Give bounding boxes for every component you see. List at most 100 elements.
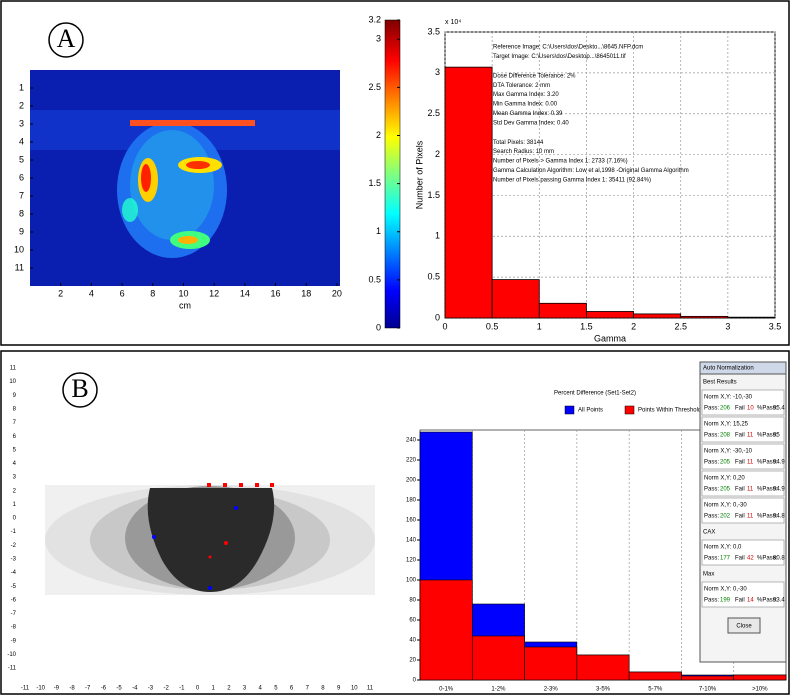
y-tick-label: 2 — [19, 100, 24, 110]
y-tick-label: 0 — [435, 312, 440, 322]
y-tick-label: -1 — [11, 529, 17, 535]
entry-norm: Norm X,Y: 0,0 — [704, 545, 742, 551]
plot-area — [444, 31, 776, 319]
entry-norm: Norm X,Y: 15,25 — [704, 422, 749, 428]
x-tick-label: -10 — [36, 686, 45, 692]
bar — [681, 675, 735, 681]
x-tick-label: 5-7% — [648, 687, 663, 693]
x-tick-label: -11 — [21, 686, 30, 692]
x-tick-label: 0.5 — [486, 321, 499, 331]
fail-label: Fail — [735, 487, 745, 493]
x-tick-label: 7-10% — [699, 687, 717, 693]
y-tick-label: 60 — [409, 618, 416, 624]
x-tick-label: -1 — [179, 686, 185, 692]
x-tick-label: 18 — [301, 288, 311, 298]
annotation: Min Gamma Index: 0.00 — [493, 102, 558, 108]
entry-box — [701, 416, 785, 443]
bar — [680, 315, 729, 319]
colorbar-tick-label: 0 — [376, 322, 381, 332]
close-button-box[interactable] — [727, 617, 761, 634]
y-tick-label: -10 — [7, 652, 16, 658]
pass-value: 205 — [720, 487, 731, 493]
x-tick-label: 1.5 — [580, 321, 593, 331]
fail-label: Fail — [735, 556, 745, 562]
close-button-label[interactable]: Close — [736, 624, 752, 630]
close-button[interactable]: Close — [727, 617, 761, 634]
y-tick-label: 140 — [406, 538, 417, 544]
pass-label: Pass: — [704, 433, 719, 439]
annotation: Number of Pixels passing Gamma Index 1: … — [493, 177, 651, 183]
x-tick-label: -7 — [85, 686, 91, 692]
pct-value: 94.8 — [773, 514, 785, 520]
pass-value: 199 — [720, 598, 731, 604]
entry-norm: Norm X,Y: -30,-10 — [704, 449, 753, 455]
y-tick-label: 6 — [19, 172, 24, 182]
x-tick-label: 0 — [196, 686, 200, 692]
x-axis-label: cm — [179, 300, 191, 310]
entry-box — [701, 470, 785, 497]
x-tick-label: 20 — [332, 288, 342, 298]
x-tick-label: 4 — [89, 288, 94, 298]
pct-label: %Pass: — [757, 598, 778, 604]
y-tick-label: 10 — [9, 379, 16, 385]
fail-value: 11 — [747, 514, 754, 520]
y-tick-label: 11 — [15, 262, 24, 272]
entry-box — [701, 539, 785, 566]
x-tick-label: -9 — [54, 686, 60, 692]
y-tick-label: -11 — [8, 666, 17, 672]
x-tick-label: 2 — [631, 321, 636, 331]
x-tick-label: 7 — [306, 686, 310, 692]
gamma-map — [30, 70, 340, 286]
annotation: Target Image: C:\Users\dos\Desktop...\86… — [493, 54, 626, 60]
x-tick-label: 2-3% — [544, 687, 559, 693]
y-tick-label: -9 — [11, 638, 17, 644]
annotation: Number of Pixels > Gamma Index 1: 2733 (… — [493, 159, 628, 165]
entry-norm: Norm X,Y: 0,20 — [704, 476, 745, 482]
annotation: Total Pixels: 38144 — [493, 140, 544, 146]
pass-label: Pass: — [704, 514, 719, 520]
section-heading: Best Results — [703, 380, 737, 386]
bar — [586, 311, 634, 319]
fail-value: 11 — [747, 460, 754, 466]
x-tick-label: -3 — [148, 686, 154, 692]
pct-value: 80.8 — [773, 556, 785, 562]
y-tick-label: 3 — [19, 118, 24, 128]
bar — [471, 635, 525, 681]
x-tick-label: 6 — [120, 288, 125, 298]
x-tick-label: 11 — [367, 686, 374, 692]
colorbar-tick-label: 0.5 — [368, 274, 381, 284]
colorbar-tick-label: 3 — [376, 34, 381, 44]
pass-label: Pass: — [704, 598, 719, 604]
pct-label: %Pass: — [757, 460, 778, 466]
bar — [444, 66, 493, 319]
y-tick-label: 1 — [19, 82, 24, 92]
fail-label: Fail — [735, 406, 745, 412]
colorbar-tick-label: 3.2 — [368, 14, 381, 24]
panel-frame — [0, 350, 790, 695]
y-tick-label: 0 — [13, 516, 17, 522]
bar — [524, 646, 578, 681]
entry-norm: Norm X,Y: 0,-30 — [704, 503, 747, 509]
entry-box — [701, 581, 785, 608]
bar — [727, 316, 776, 319]
fail-value: 11 — [747, 487, 754, 493]
bar — [491, 279, 540, 319]
y-tick-label: -8 — [11, 625, 17, 631]
panel-label: A — [57, 24, 76, 53]
entry-norm: Norm X,Y: -10,-30 — [704, 395, 753, 401]
annotation: Max Gamma Index: 3.20 — [493, 92, 559, 98]
panel-label: B — [71, 374, 88, 403]
bar — [576, 654, 630, 681]
y-tick-label: 5 — [13, 447, 17, 453]
y-tick-label: 120 — [406, 558, 417, 564]
pass-label: Pass: — [704, 460, 719, 466]
entry-box — [701, 497, 785, 524]
x-tick-label: 8 — [321, 686, 325, 692]
y-tick-label: 2 — [435, 149, 440, 159]
x-tick-label: 0-1% — [439, 687, 454, 693]
colorbar — [384, 19, 401, 329]
annotation: Search Radius: 10 mm — [493, 149, 554, 155]
y-tick-label: 20 — [409, 658, 416, 664]
annotation: Gamma Calculation Algorithm: Low et al,1… — [493, 168, 689, 174]
y-tick-label: 2 — [13, 488, 17, 494]
